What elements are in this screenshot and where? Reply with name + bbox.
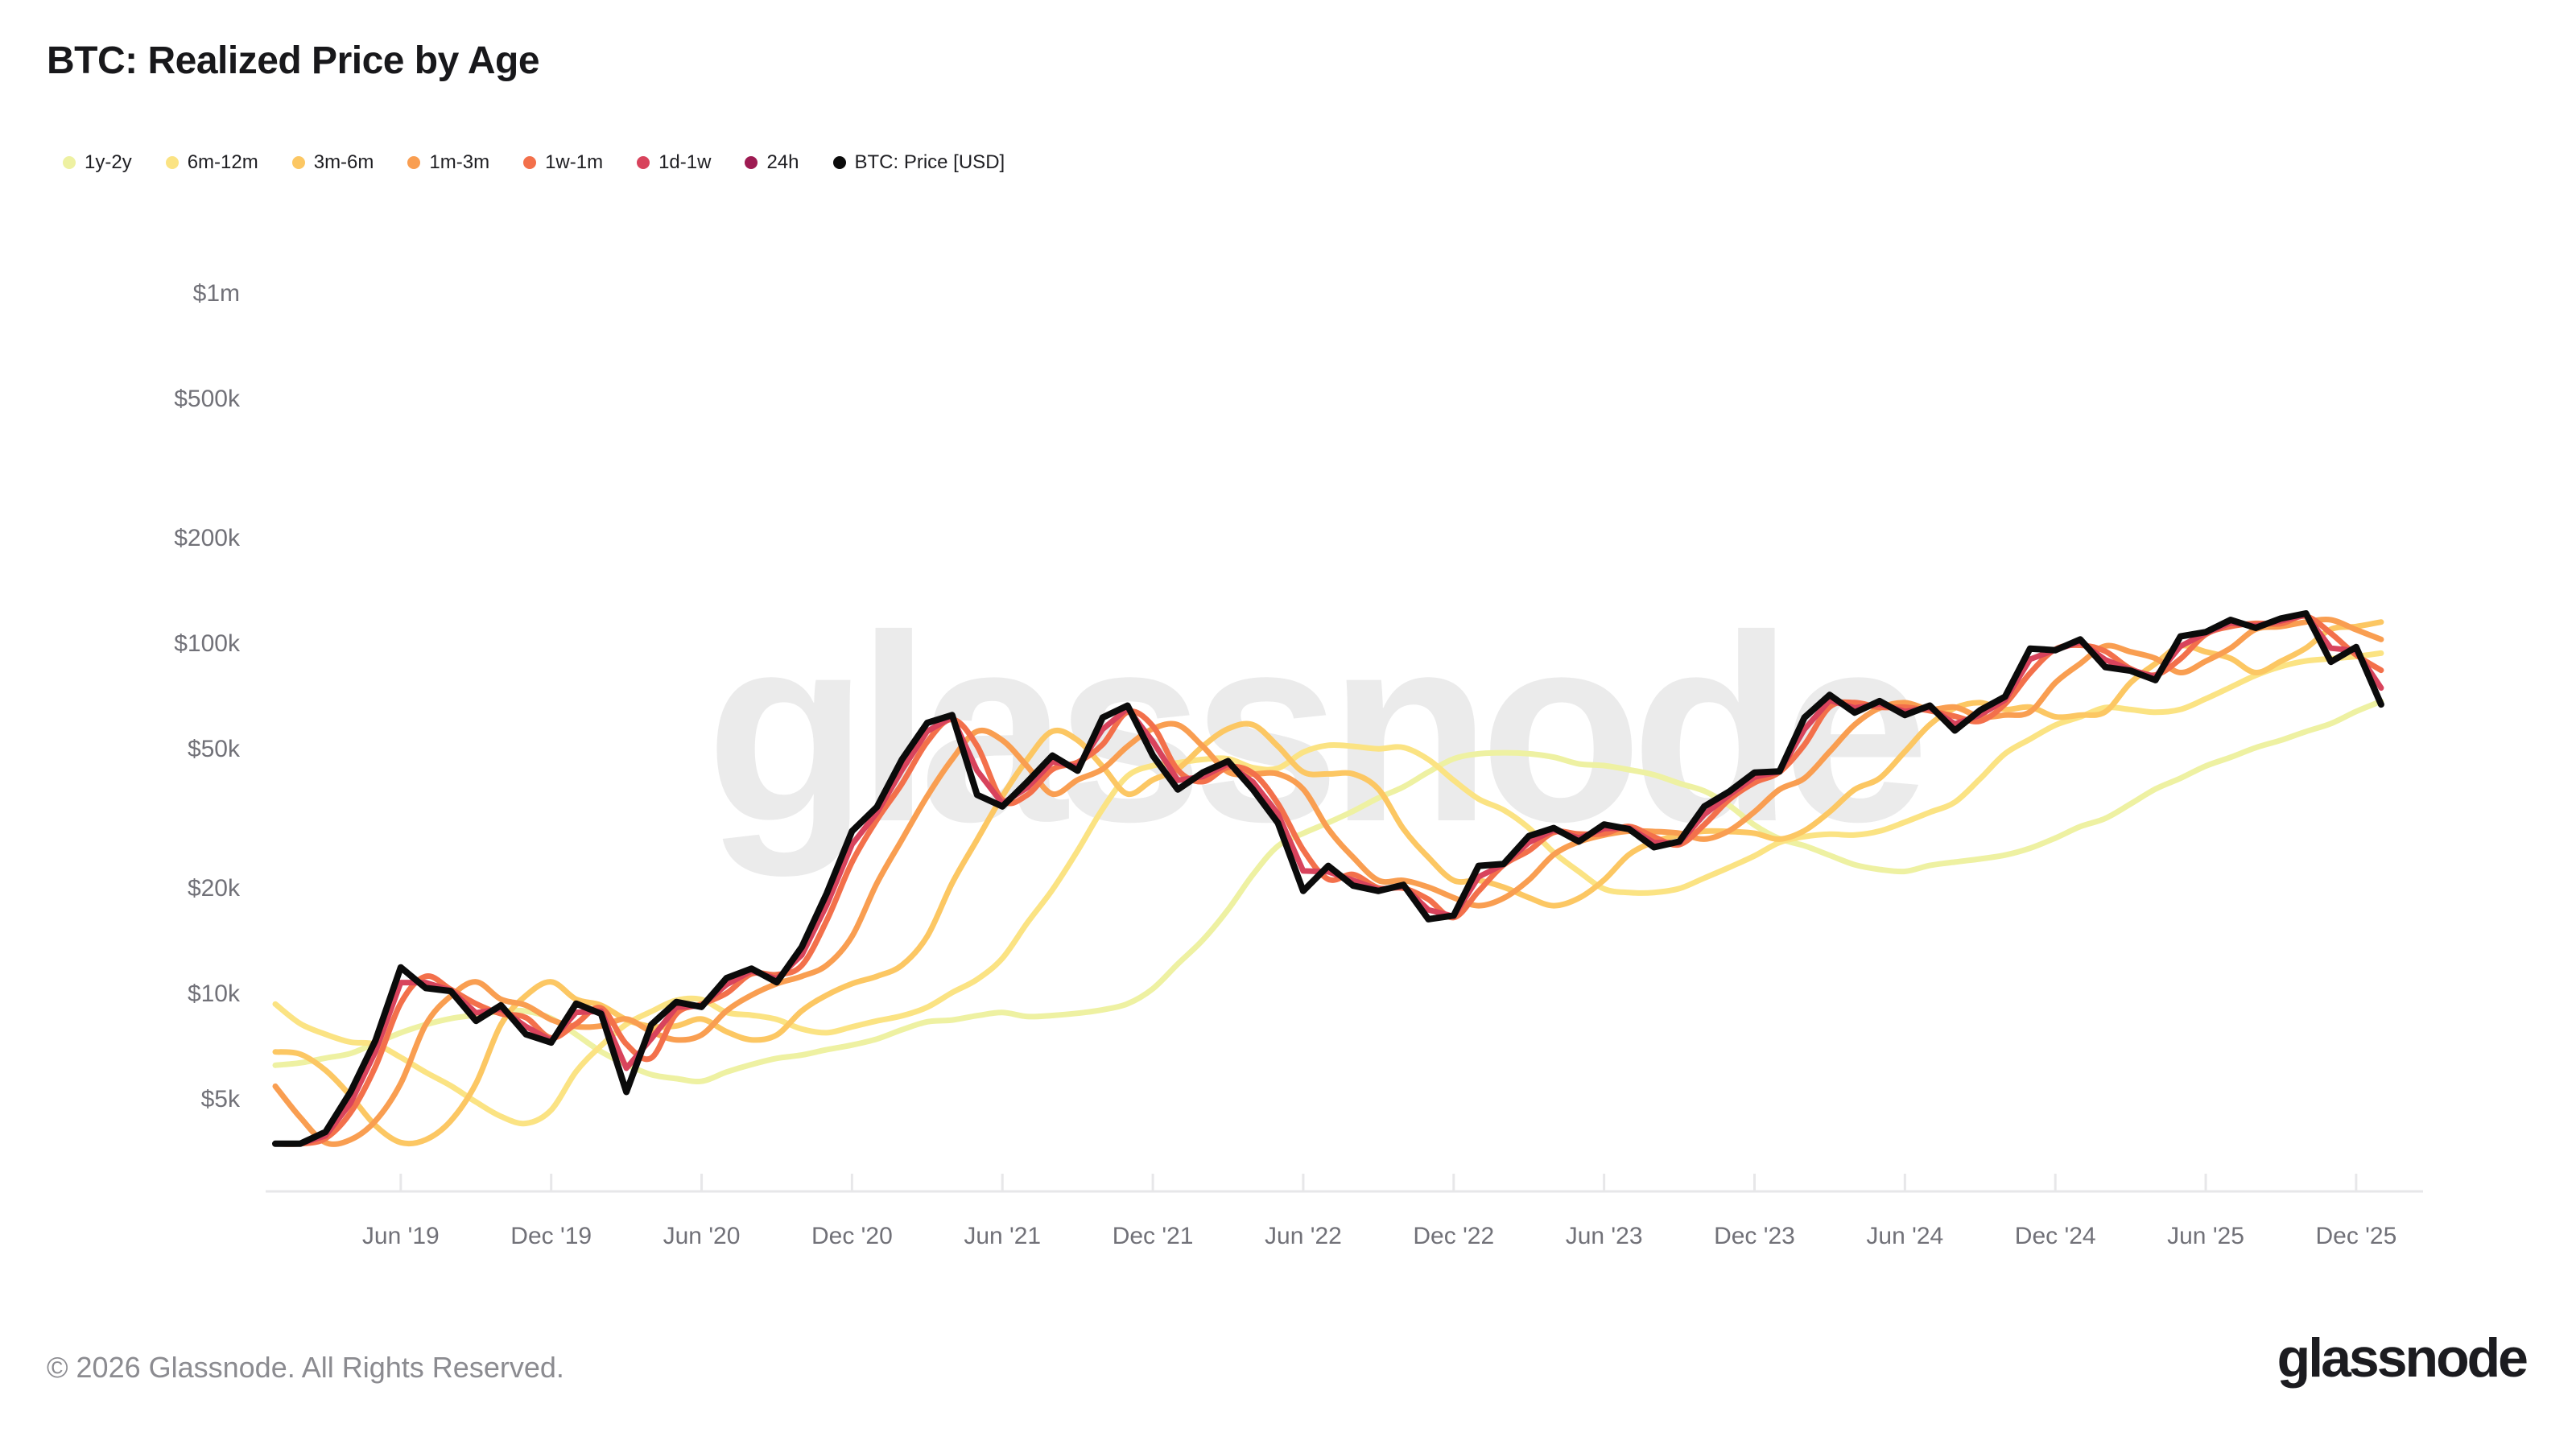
y-tick-label: $10k [188,980,241,1007]
x-tick-label: Jun '19 [362,1223,440,1249]
legend-dot [832,156,846,169]
legend-item-3m-6m[interactable]: 3m-6m [291,151,374,174]
legend-label: 1y-2y [85,151,132,173]
legend-dot [407,156,421,169]
legend-item-1d-1w[interactable]: 1d-1w [637,151,711,174]
legend-item-6m-12m[interactable]: 6m-12m [165,151,258,174]
x-tick-label: Jun '24 [1866,1223,1943,1249]
legend-label: 1w-1m [545,151,604,173]
series-line-1w-1m [272,613,2384,1147]
legend-item-1y-2y[interactable]: 1y-2y [63,151,132,174]
x-tick-label: Dec '20 [811,1223,893,1249]
x-tick-label: Jun '21 [964,1223,1041,1249]
y-tick-label: $5k [201,1086,241,1113]
series-line-1m-3m [272,617,2384,1147]
legend-label: 3m-6m [313,151,374,173]
glassnode-logo: glassnode [2277,1327,2529,1389]
series-line-6m-12m [272,650,2384,1127]
x-tick-label: Dec '19 [510,1223,592,1249]
legend-item-btc-price-usd-[interactable]: BTC: Price [USD] [832,151,1005,174]
legend-dot [165,156,179,169]
series-line-3m-6m [272,619,2384,1147]
x-tick-label: Dec '22 [1413,1223,1494,1249]
y-tick-label: $500k [174,386,241,412]
legend-dot [523,156,537,169]
legend-item-1w-1m[interactable]: 1w-1m [523,151,603,174]
legend-dot [291,156,305,169]
legend-dot [63,156,76,169]
legend-label: 6m-12m [187,151,258,173]
page-title: BTC: Realized Price by Age [47,39,540,82]
legend-label: BTC: Price [USD] [854,151,1005,173]
legend-item-1m-3m[interactable]: 1m-3m [407,151,489,174]
x-tick-label: Dec '21 [1113,1223,1194,1249]
legend-label: 1m-3m [429,151,490,173]
y-tick-label: $20k [188,875,241,902]
x-tick-label: Jun '25 [2167,1223,2244,1249]
chart-legend: 1y-2y 6m-12m 3m-6m 1m-3m 1w-1m 1d-1w 24h BTC: P… [63,151,1005,174]
copyright-text: © 2026 Glassnode. All Rights Reserved. [47,1351,564,1384]
legend-label: 1d-1w [658,151,712,173]
x-tick-label: Dec '24 [2015,1223,2096,1249]
x-tick-label: Jun '23 [1566,1223,1643,1249]
y-tick-label: $100k [174,630,241,657]
x-tick-label: Jun '22 [1265,1223,1342,1249]
legend-label: 24h [766,151,799,173]
x-tick-label: Dec '25 [2315,1223,2396,1249]
legend-dot [745,156,758,169]
x-tick-label: Dec '23 [1714,1223,1795,1249]
legend-item-24h[interactable]: 24h [745,151,799,174]
y-tick-label: $200k [174,525,241,551]
series-line-btc-price-usd- [272,610,2384,1147]
x-tick-label: Jun '20 [663,1223,741,1249]
series-line-1d-1w [272,612,2384,1147]
y-tick-label: $1m [193,280,240,307]
y-tick-label: $50k [188,736,241,762]
legend-dot [637,156,650,169]
